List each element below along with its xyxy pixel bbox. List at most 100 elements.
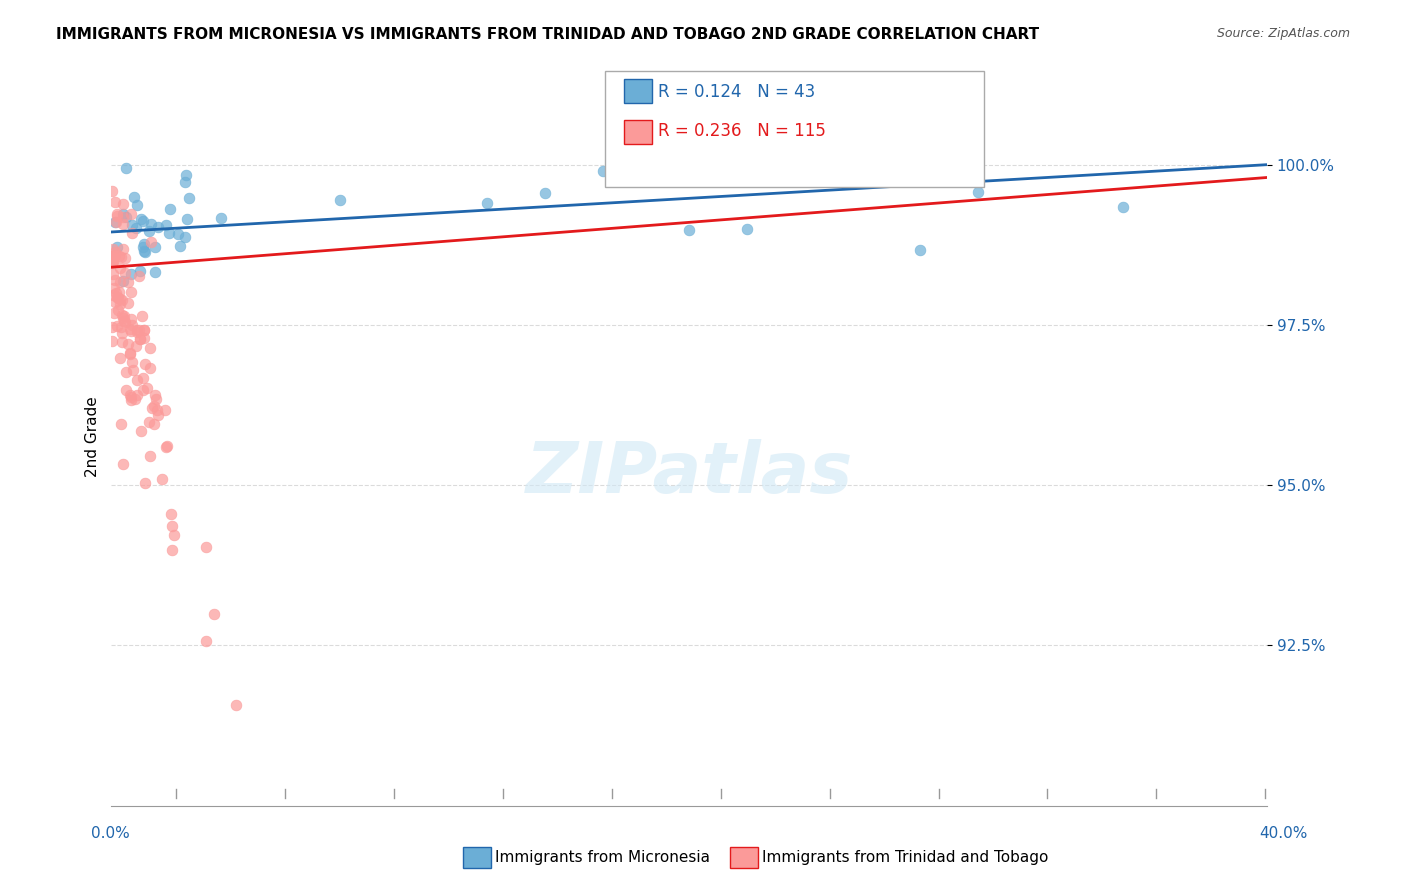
Point: [533, 186, 555, 200]
Point: [124, 392, 146, 407]
Point: [225, 698, 247, 713]
Point: [114, 315, 136, 329]
Point: [134, 237, 156, 252]
Point: [110, 417, 132, 432]
Point: [135, 381, 157, 395]
Point: [101, 253, 124, 268]
Point: [114, 266, 136, 280]
Point: [125, 373, 148, 387]
Point: [209, 211, 232, 226]
Point: [139, 341, 162, 355]
Point: [104, 215, 127, 229]
Point: [128, 323, 150, 337]
Text: IMMIGRANTS FROM MICRONESIA VS IMMIGRANTS FROM TRINIDAD AND TOBAGO 2ND GRADE CORR: IMMIGRANTS FROM MICRONESIA VS IMMIGRANTS…: [56, 27, 1039, 42]
Text: Immigrants from Trinidad and Tobago: Immigrants from Trinidad and Tobago: [762, 850, 1049, 864]
Point: [132, 370, 155, 384]
Point: [105, 318, 128, 333]
Point: [104, 295, 127, 310]
Point: [127, 198, 149, 212]
Point: [118, 346, 141, 360]
Point: [139, 218, 162, 232]
Point: [132, 383, 155, 397]
Text: R = 0.124   N = 43: R = 0.124 N = 43: [658, 83, 815, 101]
Point: [112, 218, 135, 232]
Point: [112, 311, 135, 326]
Point: [101, 256, 124, 270]
Point: [125, 323, 148, 337]
Point: [176, 212, 198, 227]
Point: [115, 210, 138, 224]
Point: [131, 309, 153, 323]
Point: [141, 401, 163, 415]
Point: [110, 293, 132, 307]
Point: [104, 272, 127, 286]
Text: Source: ZipAtlas.com: Source: ZipAtlas.com: [1216, 27, 1350, 40]
Text: 0.0%: 0.0%: [91, 827, 131, 841]
Point: [129, 332, 152, 346]
Point: [145, 403, 167, 417]
Point: [120, 312, 142, 326]
Point: [105, 207, 128, 221]
Point: [111, 197, 134, 211]
Point: [115, 365, 138, 379]
Point: [103, 267, 125, 281]
Point: [107, 291, 129, 305]
Point: [111, 457, 134, 471]
Point: [177, 191, 200, 205]
Point: [142, 417, 165, 431]
Point: [125, 388, 148, 402]
Point: [1111, 200, 1133, 214]
Point: [138, 224, 160, 238]
Point: [735, 222, 758, 236]
Point: [121, 219, 143, 233]
Point: [134, 475, 156, 490]
Point: [110, 308, 132, 322]
Point: [910, 243, 932, 257]
Point: [146, 408, 169, 422]
Point: [112, 242, 135, 256]
Point: [108, 261, 131, 276]
Point: [112, 314, 135, 328]
Point: [107, 303, 129, 318]
Point: [139, 360, 162, 375]
Point: [121, 355, 143, 369]
Point: [101, 184, 124, 198]
Point: [103, 249, 125, 263]
Point: [120, 267, 142, 281]
Point: [121, 363, 143, 377]
Point: [125, 325, 148, 339]
Point: [138, 415, 160, 429]
Point: [160, 507, 183, 521]
Point: [195, 541, 218, 555]
Point: [129, 264, 152, 278]
Point: [132, 331, 155, 345]
Point: [592, 163, 614, 178]
Point: [108, 351, 131, 366]
Point: [105, 290, 128, 304]
Point: [153, 402, 176, 417]
Point: [103, 242, 125, 256]
Point: [132, 244, 155, 258]
Point: [125, 339, 148, 353]
Point: [202, 607, 225, 621]
Point: [104, 194, 127, 209]
Point: [174, 168, 197, 182]
Point: [162, 528, 184, 542]
Point: [145, 392, 167, 406]
Point: [120, 285, 142, 299]
Point: [115, 161, 138, 175]
Point: [112, 274, 135, 288]
Point: [111, 326, 134, 340]
Point: [146, 220, 169, 235]
Point: [167, 227, 190, 242]
Point: [120, 393, 142, 408]
Point: [678, 223, 700, 237]
Point: [108, 249, 131, 263]
Point: [101, 320, 124, 334]
Point: [160, 542, 183, 557]
Point: [155, 440, 177, 454]
Text: R = 0.236   N = 115: R = 0.236 N = 115: [658, 122, 825, 140]
Point: [103, 306, 125, 320]
Point: [117, 337, 139, 351]
Point: [122, 190, 145, 204]
